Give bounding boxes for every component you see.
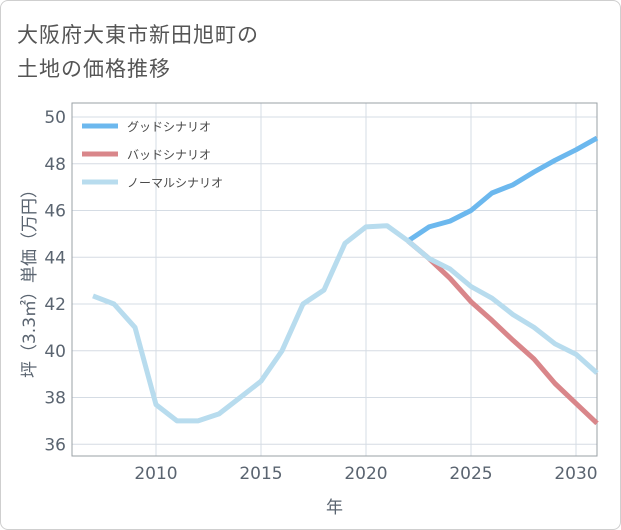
series-line-1 [406,238,599,426]
x-tick-label: 2030 [554,464,597,484]
legend-label: ノーマルシナリオ [127,176,223,190]
y-tick-label: 50 [44,108,66,128]
y-tick-label: 44 [44,248,66,268]
series-line-2 [92,223,599,424]
y-tick-label: 42 [44,295,66,315]
y-tick-label: 46 [44,202,66,222]
chart-title-line-2: 土地の価格推移 [17,57,171,81]
plot-area-border [71,102,598,457]
legend-label: バッドシナリオ [127,148,211,162]
x-axis-title: 年 [326,498,343,518]
y-axis-title: 坪（3.3㎡）単価（万円） [20,181,40,378]
x-tick-label: 2015 [239,464,282,484]
x-tick-label: 2010 [134,464,177,484]
series-line-0 [406,135,599,243]
y-tick-label: 48 [44,155,66,175]
y-tick-label: 40 [44,342,66,362]
x-tick-label: 2020 [344,464,387,484]
y-tick-label: 36 [44,435,66,455]
x-axis-ticks: 2010 2015 2020 2025 2030 [134,464,597,484]
x-tick-label: 2025 [449,464,492,484]
chart-title: 大阪府大東市新田旭町の 土地の価格推移 [17,18,259,86]
legend-label: グッドシナリオ [127,120,211,134]
chart-title-line-1: 大阪府大東市新田旭町の [17,23,259,47]
series-lines [92,135,599,426]
y-axis-ticks: 36 38 40 42 44 46 48 50 [44,108,66,455]
y-tick-label: 38 [44,389,66,409]
